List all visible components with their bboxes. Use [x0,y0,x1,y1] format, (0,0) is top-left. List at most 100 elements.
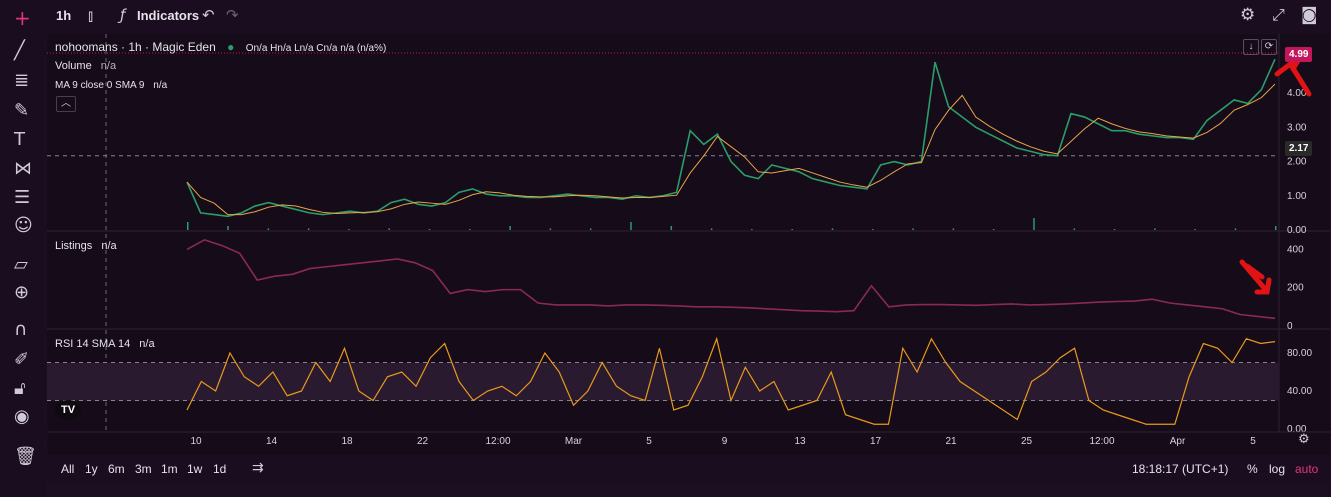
volume-bar [1073,228,1076,230]
volume-bar [710,228,713,230]
time-tick-label: 22 [417,436,429,447]
rsi-value: n/a [139,338,155,350]
price-tick-label: 1.00 [1287,191,1307,202]
listings-tick-label: 0 [1287,321,1293,332]
time-tick-label: 10 [190,436,202,447]
ohlc-values: On/a Hn/a Ln/a Cn/a n/a (n/a%) [245,43,387,54]
ma-series-line [186,83,1276,216]
range-all[interactable]: All [61,462,75,476]
volume-bar [1275,226,1277,230]
volume-bar [1234,228,1237,230]
volume-label: Volume [55,60,92,72]
range-3m[interactable]: 3m [135,462,152,476]
range-1m[interactable]: 1m [161,462,178,476]
percent-toggle[interactable]: % [1247,462,1258,476]
volume-value: n/a [100,60,117,72]
time-tick-label: 14 [266,436,278,447]
settings-icon[interactable]: ⚙ [1240,5,1256,25]
volume-bar [1113,229,1116,230]
scroll-down-button[interactable]: ↓ [1243,39,1259,55]
eye-icon[interactable]: ◉ [14,406,30,427]
emoji-icon[interactable]: ☺ [14,215,33,236]
time-tick-label: 13 [794,436,806,447]
volume-bar [509,226,511,230]
function-icon[interactable]: ƒ [120,6,126,24]
time-tick-label: 5 [646,436,652,447]
last-price-tag: 4.99 [1285,47,1313,62]
volume-bar [912,228,914,230]
undo-icon[interactable]: ↶ [202,6,215,24]
listings-series-line [186,238,1276,320]
volume-bar [227,226,229,230]
time-tick-label: 17 [870,436,882,447]
legend-ma: MA 9 close 0 SMA 9 n/a [55,80,167,91]
price-tick-label: 4.00 [1287,88,1307,99]
volume-bar [670,226,673,230]
volume-bar [751,229,753,230]
volume-bar [589,228,592,230]
redo-icon[interactable]: ↷ [226,6,239,24]
collapse-legend-button[interactable]: ︿ [56,96,76,112]
volume-bar [348,229,350,230]
auto-toggle[interactable]: auto [1295,462,1319,476]
range-1y[interactable]: 1y [85,462,98,476]
volume-bar [952,228,955,230]
range-1d[interactable]: 1d [213,462,227,476]
ruler-icon[interactable]: ▱ [14,254,28,275]
crosshair-icon[interactable]: + [14,6,31,30]
time-tick-label: 9 [722,436,728,447]
tradingview-logo: TV [55,400,81,420]
trash-icon[interactable]: 🗑︎ [14,446,37,467]
volume-bar [791,229,793,230]
brush-icon[interactable]: ✎ [14,100,30,121]
camera-icon[interactable]: ◙ [1301,5,1318,25]
chart-area[interactable]: 0.00 1.00 2.00 3.00 4.00 4.99 0 200 400 0.00 40.00… [47,34,1330,455]
volume-bar [1033,218,1035,230]
lock-draw-icon[interactable]: ✐ [14,349,30,370]
time-tick-label: Mar [565,436,583,447]
reset-scale-button[interactable]: ⟳ [1261,39,1277,55]
ma-label: MA 9 close 0 SMA 9 [55,80,145,91]
legend-listings: Listings n/a [55,240,117,252]
volume-bar [872,229,874,230]
pattern-icon[interactable]: ⋈ [14,158,32,179]
rsi-tick-label: 40.00 [1287,386,1312,397]
magnet-icon[interactable]: ∩ [14,319,28,340]
annotation-arrow-down [1239,259,1272,295]
symbol-title: nohoomans · 1h · Magic Eden [55,40,216,54]
volume-bar [992,229,995,230]
volume-bar [549,228,552,230]
indicators-button[interactable]: Indicators [137,8,200,23]
drawing-toolbar: ╱ ≣ ✎ T ⋈ ☰ ☺ ▱ ⊕ ∩ ✐ 🔓︎ ◉ 🗑︎ [0,34,46,497]
prediction-icon[interactable]: ☰ [14,187,31,208]
time-tick-label: 25 [1021,436,1033,447]
rsi-tick-label: 0.00 [1287,424,1307,435]
zoom-icon[interactable]: ⊕ [14,282,30,303]
date-range-icon[interactable]: ⇉ [252,460,264,476]
live-dot-icon: ● [227,40,235,54]
volume-bar [388,228,390,230]
range-1w[interactable]: 1w [187,462,203,476]
legend-rsi: RSI 14 SMA 14 n/a [55,338,155,350]
time-tick-label: Apr [1170,436,1186,447]
log-toggle[interactable]: log [1269,462,1286,476]
range-6m[interactable]: 6m [108,462,125,476]
candles-icon[interactable]: ⫾ [88,6,94,25]
legend-volume: Volume n/a [55,60,116,72]
volume-bar [267,228,270,230]
ma-value: n/a [153,80,168,91]
horizontal-lines-icon[interactable]: ≣ [14,70,30,91]
rsi-series-line [186,336,1276,425]
price-tick-label: 0.00 [1287,225,1307,236]
clock-time[interactable]: 18:18:17 (UTC+1) [1132,462,1229,476]
volume-bar [187,222,189,230]
volume-bar [831,228,834,230]
axis-settings-icon[interactable]: ⚙ [1298,432,1310,447]
interval-button[interactable]: 1h [56,8,72,23]
text-icon[interactable]: T [14,129,25,150]
lock-icon[interactable]: 🔓︎ [14,378,26,399]
price-tick-label: 2.00 [1287,157,1307,168]
trend-line-icon[interactable]: ╱ [14,40,25,61]
fullscreen-icon[interactable]: ⤢ [1272,5,1285,24]
listings-value: n/a [101,240,117,252]
